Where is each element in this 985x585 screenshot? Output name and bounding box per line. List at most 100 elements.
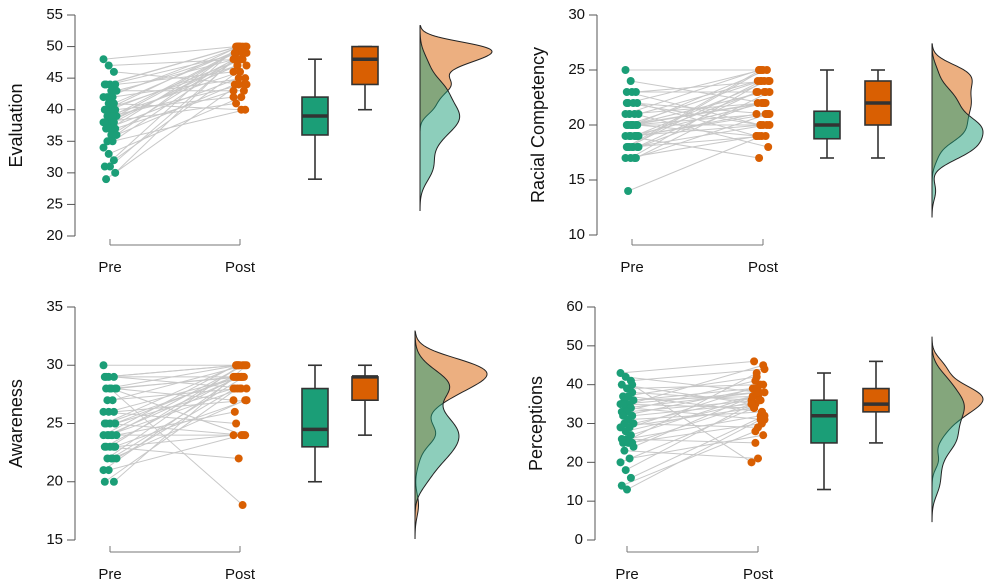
point <box>112 86 121 95</box>
y-tick-label: 35 <box>46 132 63 149</box>
point <box>620 446 629 455</box>
y-tick-label: 20 <box>46 227 63 244</box>
point <box>241 74 250 83</box>
pair-line <box>626 384 761 390</box>
pair-line <box>621 380 756 413</box>
x-tick-label: Post <box>748 259 779 276</box>
point <box>241 105 250 114</box>
y-tick-label: 40 <box>46 101 63 118</box>
point <box>629 442 638 451</box>
point <box>111 124 120 133</box>
y-tick-label: 15 <box>46 531 63 548</box>
pair-line <box>629 434 764 459</box>
point <box>753 99 762 107</box>
point <box>633 132 642 140</box>
point <box>764 143 773 151</box>
pair-line <box>631 102 766 126</box>
point <box>102 124 111 133</box>
point <box>239 86 248 95</box>
pair-line <box>635 80 770 93</box>
y-tick-label: 20 <box>568 116 585 133</box>
pair-line <box>116 376 235 390</box>
y-tick-label: 30 <box>46 164 63 181</box>
point <box>623 485 631 494</box>
pair-line <box>111 52 245 136</box>
point <box>109 372 118 381</box>
point <box>229 55 238 64</box>
point <box>765 88 774 96</box>
pair-line <box>625 399 760 471</box>
box <box>351 45 379 86</box>
point <box>233 384 242 393</box>
point <box>634 143 643 151</box>
point <box>752 388 761 397</box>
y-tick-label: 40 <box>566 376 583 393</box>
pair-line <box>630 80 765 159</box>
x-tick-label: Pre <box>620 259 643 276</box>
pair-line <box>634 113 769 159</box>
pair-line <box>103 58 237 149</box>
point <box>626 77 635 85</box>
point <box>759 380 768 389</box>
y-tick-label: 50 <box>46 38 63 55</box>
point <box>759 66 767 74</box>
pair-line <box>623 388 757 417</box>
pair-line <box>106 364 239 378</box>
point <box>241 396 250 405</box>
x-tick-label: Post <box>743 566 774 583</box>
pair-line <box>115 376 234 424</box>
point <box>237 93 246 102</box>
point <box>109 407 118 416</box>
pair-line <box>111 388 245 436</box>
point <box>630 110 639 118</box>
pair-line <box>626 419 761 490</box>
pair-line <box>637 113 757 137</box>
pair-line <box>634 80 769 137</box>
y-axis-label: Awareness <box>6 379 26 468</box>
point <box>111 419 120 428</box>
y-tick-label: 10 <box>566 492 583 509</box>
pair-line <box>625 135 760 159</box>
point <box>237 431 246 440</box>
point <box>234 80 243 89</box>
pair-line <box>633 395 753 424</box>
pair-line <box>629 69 764 148</box>
point <box>111 105 120 114</box>
pair-line <box>107 364 241 459</box>
point <box>619 400 628 409</box>
box <box>351 376 379 401</box>
point <box>756 121 765 129</box>
point <box>757 132 766 140</box>
point <box>111 168 120 177</box>
point <box>234 454 243 463</box>
pair-line <box>620 360 755 374</box>
point <box>230 407 239 416</box>
y-tick-label: 25 <box>568 61 585 78</box>
pair-line <box>103 46 237 60</box>
point <box>99 55 108 64</box>
point <box>106 384 114 393</box>
point <box>629 99 638 107</box>
pair-line <box>103 364 237 436</box>
point <box>102 372 111 381</box>
pair-line <box>106 446 239 459</box>
point <box>616 458 625 467</box>
pair-line <box>104 376 238 448</box>
y-axis-label: Perceptions <box>526 376 546 471</box>
pair-line <box>103 411 237 424</box>
point <box>111 442 120 451</box>
y-tick-label: 30 <box>568 6 585 23</box>
pair-line <box>108 388 242 436</box>
point <box>109 156 118 165</box>
point <box>232 419 241 428</box>
point <box>750 403 759 412</box>
point <box>234 361 243 370</box>
pair-line <box>630 415 765 479</box>
density <box>414 330 460 517</box>
point <box>752 110 761 118</box>
pair-line <box>620 407 755 428</box>
point <box>752 369 761 378</box>
pair-line <box>105 84 239 180</box>
pair-line <box>631 135 766 148</box>
